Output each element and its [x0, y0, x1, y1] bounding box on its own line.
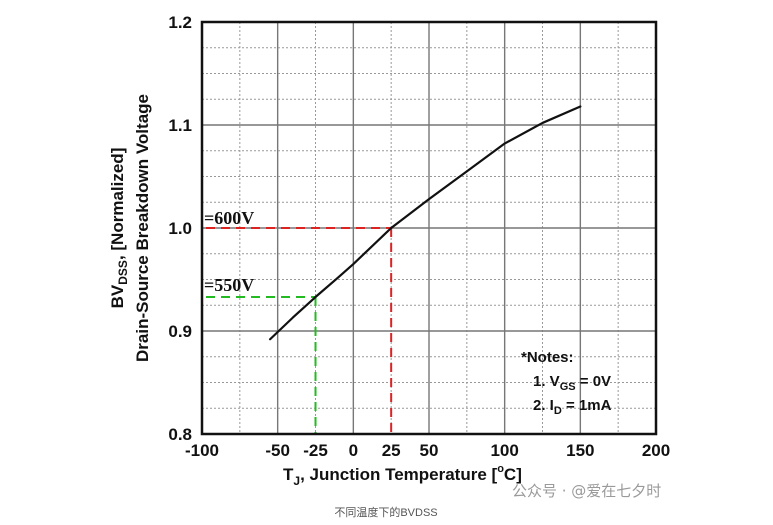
- watermark: 公众号 · @爱在七夕时: [512, 482, 661, 500]
- annotation-550v: =550V: [204, 275, 254, 295]
- y-axis-title-2: Drain-Source Breakdown Voltage: [133, 94, 152, 362]
- y-tick-label: 1.1: [168, 116, 192, 135]
- x-tick-label: -50: [265, 441, 290, 460]
- notes-box: *Notes: 1. VGS = 0V 2. ID = 1mA: [521, 349, 612, 417]
- y-axis-title-line1: BVDSS, [Normalized]: [108, 148, 130, 309]
- series-line-0: [269, 105, 582, 341]
- y-tick-label: 0.9: [168, 322, 192, 341]
- plot-frame: [200, 20, 658, 436]
- x-tick-label: 0: [349, 441, 358, 460]
- x-tick-label: 200: [642, 441, 670, 460]
- y-tick-label: 1.0: [168, 219, 192, 238]
- x-tick-label: 150: [566, 441, 594, 460]
- notes-line-id: 2. ID = 1mA: [533, 397, 612, 417]
- y-tick-label: 1.2: [168, 13, 192, 32]
- y-tick-labels: 0.8 0.9 1.0 1.1 1.2: [168, 13, 192, 444]
- x-tick-label: -100: [185, 441, 219, 460]
- x-tick-label: -25: [303, 441, 328, 460]
- annotation-600v: =600V: [204, 208, 254, 228]
- notes-line-vgs: 1. VGS = 0V: [533, 373, 611, 393]
- x-tick-label: 50: [420, 441, 439, 460]
- figure-caption: 不同温度下的BVDSS: [334, 505, 437, 519]
- y-axis-title-line2: Drain-Source Breakdown Voltage: [133, 94, 152, 362]
- notes-title: *Notes:: [521, 349, 574, 366]
- x-tick-label: 100: [490, 441, 518, 460]
- y-axis-title: BVDSS, [Normalized]: [108, 148, 130, 309]
- series-layer: [269, 105, 582, 341]
- x-tick-label: 25: [382, 441, 401, 460]
- y-tick-label: 0.8: [168, 425, 192, 444]
- x-axis-title: TJ, Junction Temperature [oC]: [283, 463, 522, 488]
- guide-layer: [206, 227, 393, 434]
- x-tick-labels: -100 -50 -25 0 25 50 100 150 200: [185, 441, 670, 460]
